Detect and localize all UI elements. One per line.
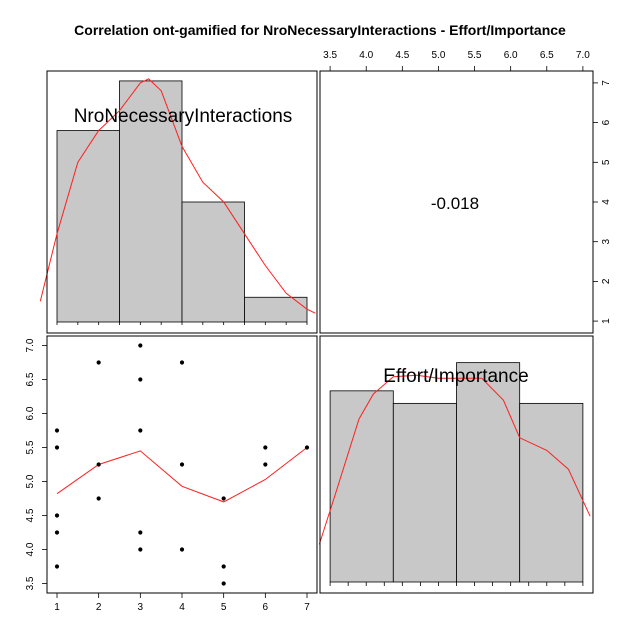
scatter-point [54,564,60,569]
var-label-y: Effort/Importance [383,366,528,387]
minor-ticks-bottom-right [329,582,584,586]
scatter-point [138,547,143,552]
hist-y-bar [392,402,457,583]
hist-y-bar [456,362,521,583]
scatter-point [179,360,185,365]
axis-left: 3.5 4.0 4.5 5.0 5.5 6.0 6.5 7.0 [25,338,47,590]
hist-y-bar [519,402,584,583]
left-tick-label: 3.5 [25,576,36,590]
smooth-line [56,447,308,503]
scatter-point [54,530,60,535]
bottom-tick-label: 2 [96,602,102,613]
top-tick-label: 5.5 [468,50,482,61]
bottom-tick-label: 1 [54,602,60,613]
top-tick-label: 5.0 [431,50,445,61]
hist-x-bar [244,296,308,323]
scatter-point [221,496,226,501]
top-tick-label: 6.0 [504,50,518,61]
var-label-x: NroNecessaryInteractions [74,106,293,127]
hist-y-density-line [318,374,591,545]
scatter-point [263,445,268,450]
top-tick-label: 4.0 [359,50,373,61]
chart-title: Correlation ont-gamified for NroNecessar… [74,22,566,38]
top-tick-label: 4.5 [395,50,409,61]
right-tick-label: 1 [601,318,612,324]
scatter-point [54,513,60,518]
scatter-point [179,547,185,552]
left-tick-label: 4.0 [25,542,36,556]
scatter-point [138,343,143,348]
minor-ticks-top-left [56,322,308,325]
hist-x-bar [56,130,120,323]
left-tick-label: 5.0 [25,474,36,488]
scatter-points [54,343,310,586]
correlation-value: -0.018 [431,194,479,213]
bottom-tick-label: 4 [179,602,185,613]
top-tick-label: 7.0 [576,50,590,61]
scatter-point [138,428,143,433]
left-tick-label: 6.0 [25,406,36,420]
bottom-tick-label: 3 [138,602,144,613]
axis-top: 3.5 4.0 4.5 5.0 5.5 6.0 6.5 7.0 [323,50,590,71]
left-tick-label: 4.5 [25,508,36,522]
hist-y-bars [329,362,584,583]
panel-correlation: -0.018 [319,70,594,334]
hist-x-density-line [39,78,316,314]
hist-x-bars [56,80,308,323]
right-tick-label: 7 [601,80,612,86]
scatter-point [96,496,101,501]
scatter-point [179,462,185,467]
axis-bottom: 1 2 3 4 5 6 7 [54,593,310,613]
right-tick-label: 4 [601,199,612,205]
panel-hist-x: NroNecessaryInteractions [39,70,318,334]
scatter-point [54,428,60,433]
hist-x-bar [119,80,183,323]
right-tick-label: 6 [601,119,612,125]
scatter-point [96,360,101,365]
bottom-tick-label: 7 [304,602,310,613]
bottom-tick-label: 6 [263,602,269,613]
left-tick-label: 6.5 [25,372,36,386]
panel-frame-top-left [46,70,318,334]
right-tick-label: 5 [601,159,612,165]
scatter-point [304,445,310,450]
bottom-tick-label: 5 [221,602,227,613]
hist-y-bar [329,390,394,583]
hist-x-bar [181,201,245,323]
panel-frame-bottom-right [319,335,594,594]
right-tick-label: 3 [601,238,612,244]
scatter-point [54,445,60,450]
top-tick-label: 3.5 [323,50,337,61]
scatter-point [96,462,101,467]
scatter-point [138,377,143,382]
scatter-point [221,564,226,569]
scatter-point [138,530,143,535]
panel-scatter [46,335,318,594]
top-tick-label: 6.5 [540,50,554,61]
panel-hist-y: Effort/Importance [318,335,594,594]
scatter-point [221,581,226,586]
axis-right: 1 2 3 4 5 6 7 [593,80,612,324]
right-tick-label: 2 [601,278,612,284]
left-tick-label: 5.5 [25,440,36,454]
scatter-point [263,462,268,467]
left-tick-label: 7.0 [25,338,36,352]
